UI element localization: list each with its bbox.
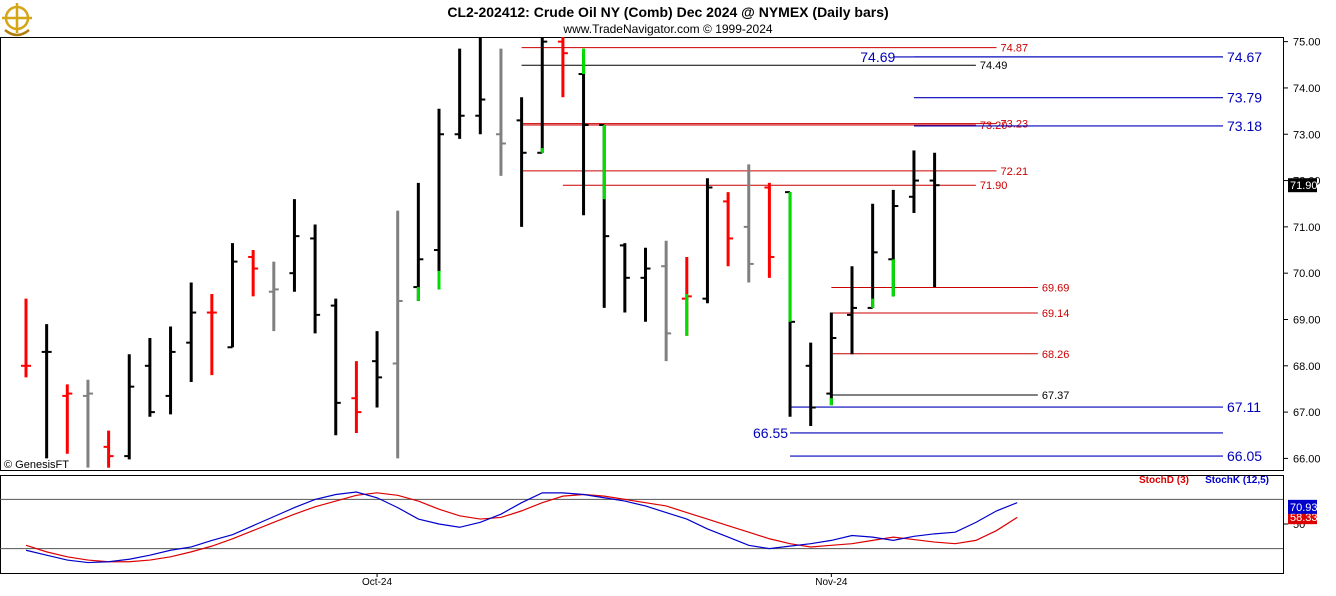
price-axis-tick-label: 71.00 — [1293, 222, 1321, 234]
trade-navigator-logo-icon — [2, 3, 32, 37]
stoch-legend-k: StochK (12,5) — [1205, 475, 1269, 486]
price-axis-tick-label: 70.00 — [1293, 268, 1321, 280]
level-label: 69.69 — [1042, 283, 1070, 295]
price-panel: 75.0074.0073.0072.0071.0070.0069.0068.00… — [0, 37, 1321, 471]
level-label: 73.79 — [1227, 90, 1262, 106]
watermark: © GenesisFT — [4, 459, 69, 471]
level-label: 66.55 — [753, 425, 788, 441]
stoch-legend-d: StochD (3) — [1139, 475, 1189, 486]
price-axis-tick-label: 69.00 — [1293, 314, 1321, 326]
level-label: 74.49 — [980, 60, 1008, 72]
stoch-last-value-label: 70.93 — [1290, 502, 1318, 514]
price-axis-tick-label: 75.00 — [1293, 37, 1321, 49]
level-label: 73.23 — [1001, 119, 1029, 131]
level-label: 67.37 — [1042, 390, 1070, 402]
last-price-box — [1288, 178, 1317, 193]
level-label: 74.67 — [1227, 49, 1262, 65]
price-axis-tick-label: 67.00 — [1293, 407, 1321, 419]
chart-title: CL2-202412: Crude Oil NY (Comb) Dec 2024… — [447, 4, 888, 20]
level-label: 68.26 — [1042, 349, 1070, 361]
level-label: 67.11 — [1227, 399, 1261, 415]
chart-subtitle: www.TradeNavigator.com © 1999-2024 — [562, 22, 772, 36]
stoch-plot-frame — [0, 475, 1284, 574]
level-label: 69.14 — [1042, 308, 1070, 320]
level-label: 74.87 — [1001, 43, 1029, 55]
last-price-label: 71.90 — [1290, 180, 1318, 192]
stoch-last-value-box — [1288, 499, 1317, 514]
price-axis-tick-label: 73.00 — [1293, 129, 1321, 141]
level-label: 66.05 — [1227, 448, 1262, 464]
price-axis-tick-label: 74.00 — [1293, 83, 1321, 95]
price-plot-frame — [0, 37, 1284, 471]
stoch-series-line — [25, 491, 1018, 564]
level-label: 71.90 — [980, 180, 1008, 192]
x-axis-tick-label: Nov-24 — [815, 577, 848, 588]
stoch-series-line — [25, 492, 1018, 563]
price-axis-tick-label: 68.00 — [1293, 361, 1321, 373]
level-label: 74.69 — [860, 49, 895, 65]
stoch-last-value-label: 58.33 — [1290, 512, 1318, 524]
level-label: 72.21 — [1001, 166, 1029, 178]
price-axis-tick-label: 66.00 — [1293, 453, 1321, 465]
level-label: 73.18 — [1227, 118, 1262, 134]
x-axis-tick-label: Oct-24 — [362, 577, 392, 588]
